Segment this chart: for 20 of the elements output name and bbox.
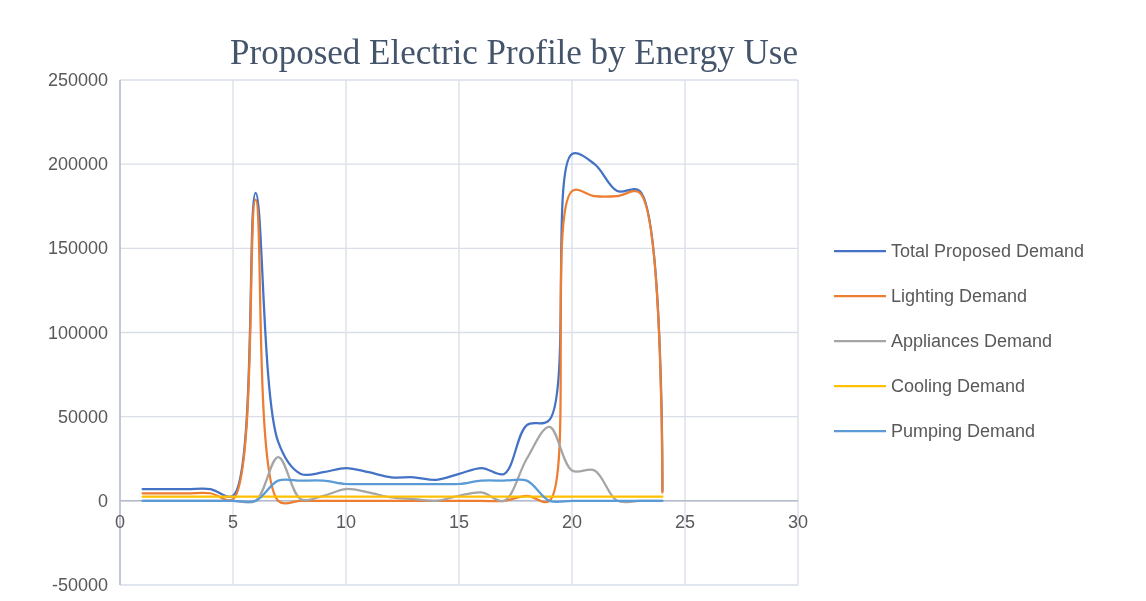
legend-label: Pumping Demand (891, 421, 1036, 441)
x-tick-label: 25 (674, 511, 696, 532)
legend-label: Appliances Demand (891, 331, 1053, 351)
legend-label: Lighting Demand (891, 286, 1028, 306)
y-tick-label: 150000 (47, 238, 108, 259)
x-tick-label: 30 (787, 511, 809, 532)
x-tick-label: 5 (227, 511, 239, 532)
legend-label: Total Proposed Demand (891, 241, 1085, 261)
y-tick-label: 200000 (47, 154, 108, 175)
y-tick-label: 0 (97, 490, 108, 511)
chart-title: Proposed Electric Profile by Energy Use (230, 33, 798, 72)
y-tick-label: 100000 (47, 322, 108, 343)
y-tick-label: 250000 (47, 70, 108, 90)
y-tick-label: 50000 (57, 406, 108, 427)
x-tick-label: 10 (335, 511, 357, 532)
x-tick-label: 0 (114, 511, 126, 532)
x-tick-label: 20 (561, 511, 583, 532)
x-tick-label: 15 (448, 511, 470, 532)
legend-label: Cooling Demand (891, 376, 1026, 396)
y-tick-label: -50000 (51, 575, 108, 595)
